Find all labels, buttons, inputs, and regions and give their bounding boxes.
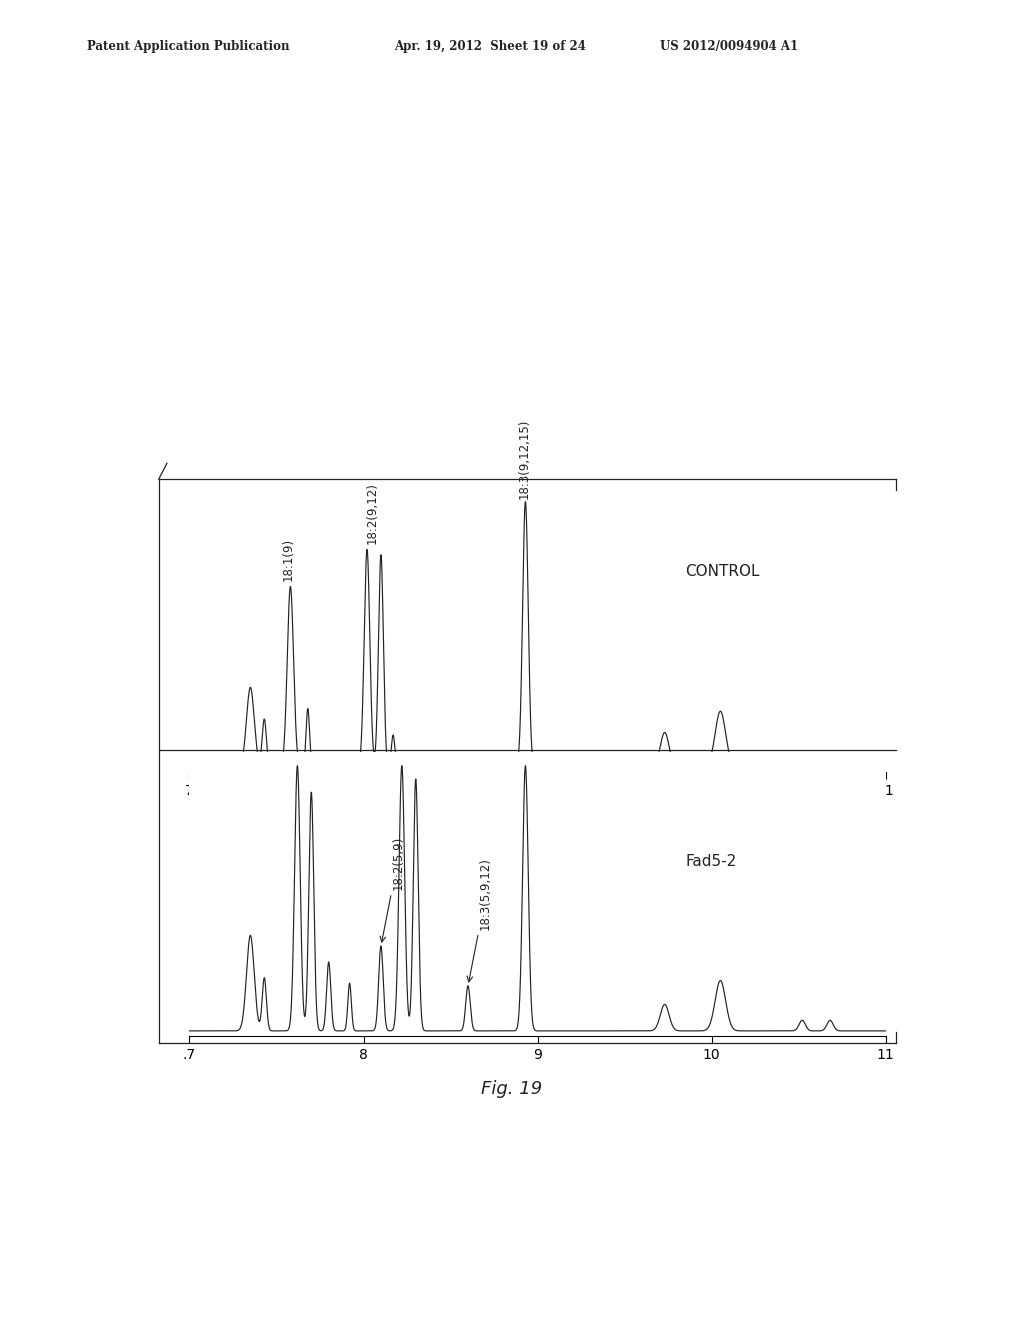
Text: 18:1(9): 18:1(9)	[283, 539, 295, 581]
Text: Fad5-2: Fad5-2	[686, 854, 737, 870]
Text: US 2012/0094904 A1: US 2012/0094904 A1	[660, 40, 799, 53]
Text: 18:3(9,12,15): 18:3(9,12,15)	[517, 418, 530, 499]
Text: Fig. 19: Fig. 19	[481, 1080, 543, 1098]
Text: 18:3(5,9,12): 18:3(5,9,12)	[479, 857, 492, 931]
Text: Patent Application Publication: Patent Application Publication	[87, 40, 290, 53]
Text: CONTROL: CONTROL	[686, 564, 760, 579]
Text: 18:2(9,12): 18:2(9,12)	[366, 482, 379, 544]
Text: 18:2(5,9): 18:2(5,9)	[392, 836, 404, 890]
Text: Apr. 19, 2012  Sheet 19 of 24: Apr. 19, 2012 Sheet 19 of 24	[394, 40, 586, 53]
